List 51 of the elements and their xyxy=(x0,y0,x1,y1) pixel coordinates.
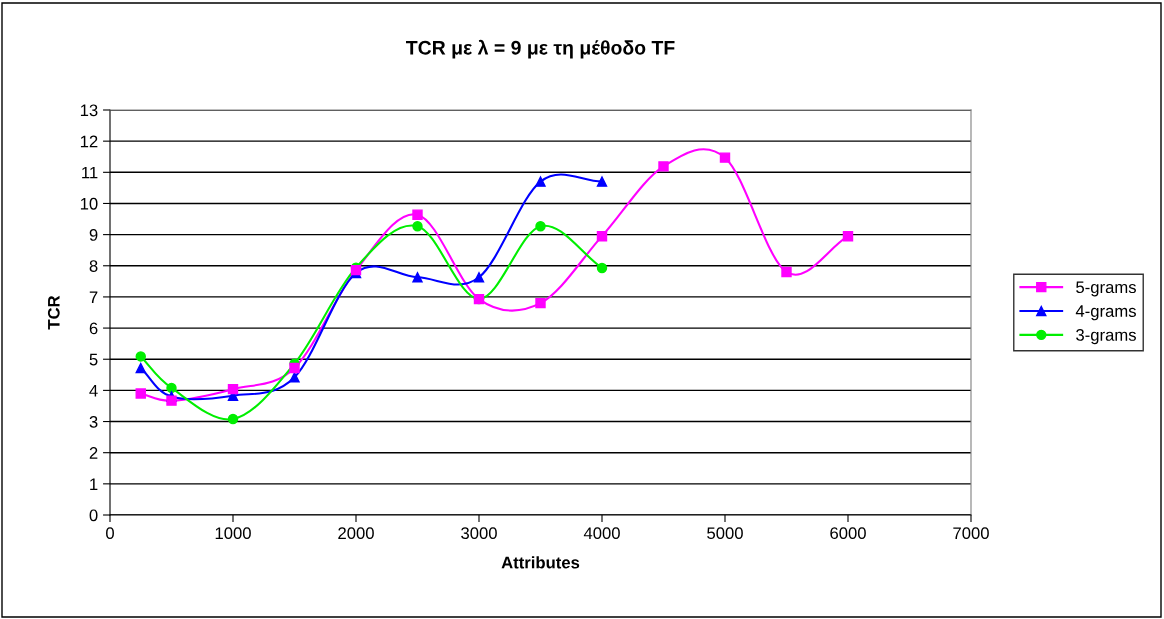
point xyxy=(289,362,300,374)
y-tick-label: 3 xyxy=(89,415,98,428)
point xyxy=(842,230,854,242)
y-tick-label: 4 xyxy=(89,384,98,397)
y-tick-label: 12 xyxy=(80,135,98,148)
chart-title: TCR με λ = 9 με τη μέθοδο TF xyxy=(406,39,675,59)
point xyxy=(412,272,423,283)
point xyxy=(596,230,608,242)
y-tick-label: 13 xyxy=(80,104,98,117)
x-tick-label: 4000 xyxy=(583,527,620,540)
y-tick-label: 7 xyxy=(89,291,98,303)
y-tick-label: 6 xyxy=(89,322,98,335)
point xyxy=(535,297,546,309)
x-axis-title: Attributes xyxy=(501,556,580,569)
point xyxy=(473,272,485,283)
point xyxy=(781,266,792,278)
point xyxy=(166,382,177,394)
x-tick-label: 7000 xyxy=(953,527,989,540)
point xyxy=(596,176,608,187)
x-tick-label: 2000 xyxy=(338,527,374,540)
point xyxy=(135,351,146,362)
point xyxy=(289,372,300,383)
point xyxy=(535,176,546,187)
point xyxy=(719,152,731,163)
y-tick-label: 9 xyxy=(89,229,98,241)
point xyxy=(227,413,239,425)
y-tick-label: 10 xyxy=(80,197,98,210)
point xyxy=(596,262,608,274)
y-tick-label: 2 xyxy=(89,447,98,459)
x-tick-label: 5000 xyxy=(707,527,743,540)
point xyxy=(412,220,423,232)
x-tick-label: 1000 xyxy=(215,527,251,540)
legend-label: 5-grams xyxy=(1076,281,1136,297)
point xyxy=(658,161,669,172)
y-tick-label: 0 xyxy=(89,509,98,522)
point xyxy=(166,395,177,406)
legend-label: 4-grams xyxy=(1075,305,1136,321)
x-tick-label: 0 xyxy=(106,527,114,540)
point xyxy=(535,220,546,232)
legend-label: 3-grams xyxy=(1076,329,1136,345)
point xyxy=(412,209,423,220)
y-tick-label: 8 xyxy=(89,260,98,272)
x-tick-label: 6000 xyxy=(830,527,866,540)
y-axis-title: TCR xyxy=(47,295,60,330)
point xyxy=(135,362,146,374)
point xyxy=(135,388,146,399)
y-tick-label: 5 xyxy=(89,353,98,366)
x-tick-label: 3000 xyxy=(461,527,497,540)
y-tick-label: 11 xyxy=(82,166,98,179)
point xyxy=(227,383,239,395)
y-tick-label: 1 xyxy=(90,478,98,490)
